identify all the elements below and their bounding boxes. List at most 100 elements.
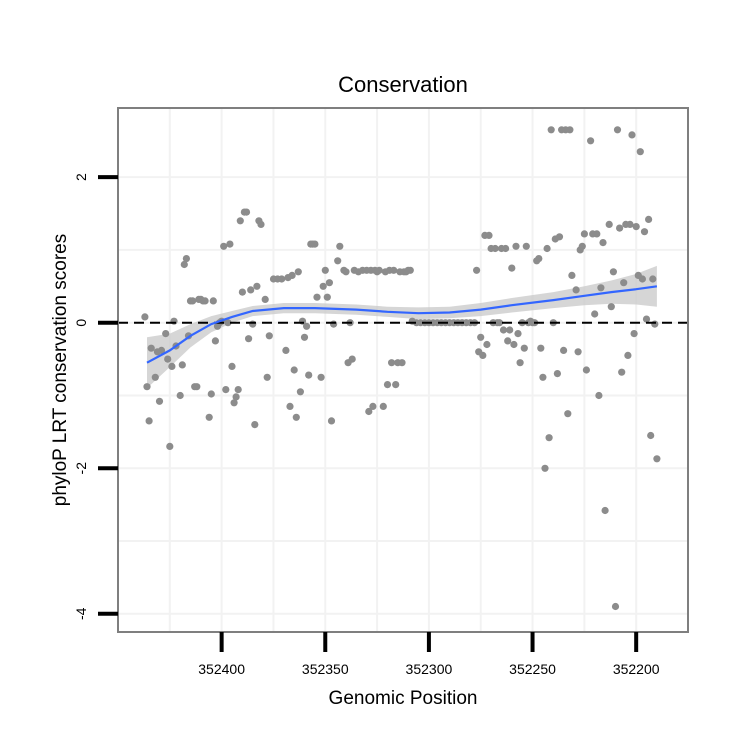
data-point [587, 137, 595, 145]
data-point [390, 266, 398, 274]
data-points [141, 126, 661, 611]
data-point [568, 271, 576, 279]
data-point [313, 293, 321, 301]
data-point [325, 279, 333, 287]
data-point [406, 266, 414, 274]
data-point [211, 337, 219, 345]
data-point [607, 303, 615, 311]
data-point [155, 397, 164, 405]
data-point [263, 373, 271, 381]
data-point [265, 332, 273, 340]
data-point [319, 282, 327, 290]
data-point [537, 344, 545, 352]
data-point [247, 286, 255, 294]
data-point [317, 373, 325, 381]
data-point [512, 242, 520, 250]
panel-border [117, 107, 689, 633]
data-point [143, 383, 151, 391]
data-point [613, 126, 622, 134]
data-point [628, 131, 636, 139]
data-point [580, 230, 589, 238]
data-point [180, 260, 188, 269]
data-point [630, 330, 638, 338]
data-point [647, 431, 655, 440]
chart-title: Conservation [338, 72, 468, 97]
data-point [170, 317, 178, 325]
data-point [516, 359, 524, 367]
data-point [510, 340, 518, 349]
data-point [232, 393, 240, 401]
data-point [582, 366, 591, 374]
smooth-trend-line [146, 285, 658, 364]
data-point [220, 242, 228, 250]
data-point [205, 413, 213, 421]
data-point [145, 417, 153, 425]
data-point [330, 320, 338, 328]
data-point [207, 390, 215, 398]
data-point [632, 223, 640, 231]
data-point [649, 275, 657, 283]
data-point [398, 359, 406, 367]
data-point [638, 275, 647, 283]
data-point [342, 268, 350, 276]
data-point [230, 399, 238, 407]
data-point [566, 126, 574, 134]
data-point [611, 602, 620, 611]
data-point [245, 335, 253, 343]
data-point [334, 257, 342, 265]
data-point [564, 410, 572, 418]
data-point [201, 297, 209, 305]
data-point [593, 230, 601, 238]
data-point [189, 297, 197, 305]
data-point [595, 391, 603, 400]
data-point [597, 284, 605, 292]
data-point [508, 264, 516, 272]
data-point [168, 362, 176, 370]
data-point [642, 315, 651, 323]
data-point [365, 407, 373, 416]
x-axis: 352400 352350 352300 352250 352200 [198, 632, 660, 677]
x-axis-title: Genomic Position [329, 688, 478, 709]
data-point [504, 337, 512, 345]
data-point [300, 333, 309, 341]
data-point [375, 266, 383, 274]
data-point [609, 268, 618, 276]
data-point [543, 244, 551, 253]
data-point [514, 330, 522, 338]
data-point [553, 370, 562, 378]
data-point [547, 126, 555, 134]
y-tick-label: 2 [73, 173, 89, 181]
data-point [491, 244, 499, 253]
data-point [296, 388, 304, 396]
x-tick-label: 352250 [509, 661, 556, 677]
data-point [282, 346, 290, 354]
data-point [348, 355, 356, 363]
data-point [147, 344, 155, 352]
data-point [520, 344, 528, 352]
data-point [560, 346, 568, 354]
data-point [234, 386, 242, 394]
data-point [599, 239, 607, 247]
data-point [591, 310, 599, 318]
data-point [321, 266, 329, 274]
x-tick-label: 352350 [302, 661, 349, 677]
data-point [473, 266, 481, 274]
data-point [539, 373, 547, 381]
data-point [379, 402, 387, 410]
data-point [601, 506, 609, 515]
data-point [572, 286, 580, 294]
data-point [578, 242, 586, 250]
confidence-band [147, 265, 657, 389]
y-tick-label: -2 [73, 462, 89, 475]
data-point [483, 340, 491, 349]
data-point [626, 220, 634, 228]
data-point [495, 319, 503, 327]
data-point [224, 319, 232, 327]
data-point [209, 297, 217, 305]
data-point [286, 402, 294, 410]
data-point [242, 208, 251, 216]
x-tick-label: 352400 [198, 661, 245, 677]
data-point [477, 333, 485, 341]
